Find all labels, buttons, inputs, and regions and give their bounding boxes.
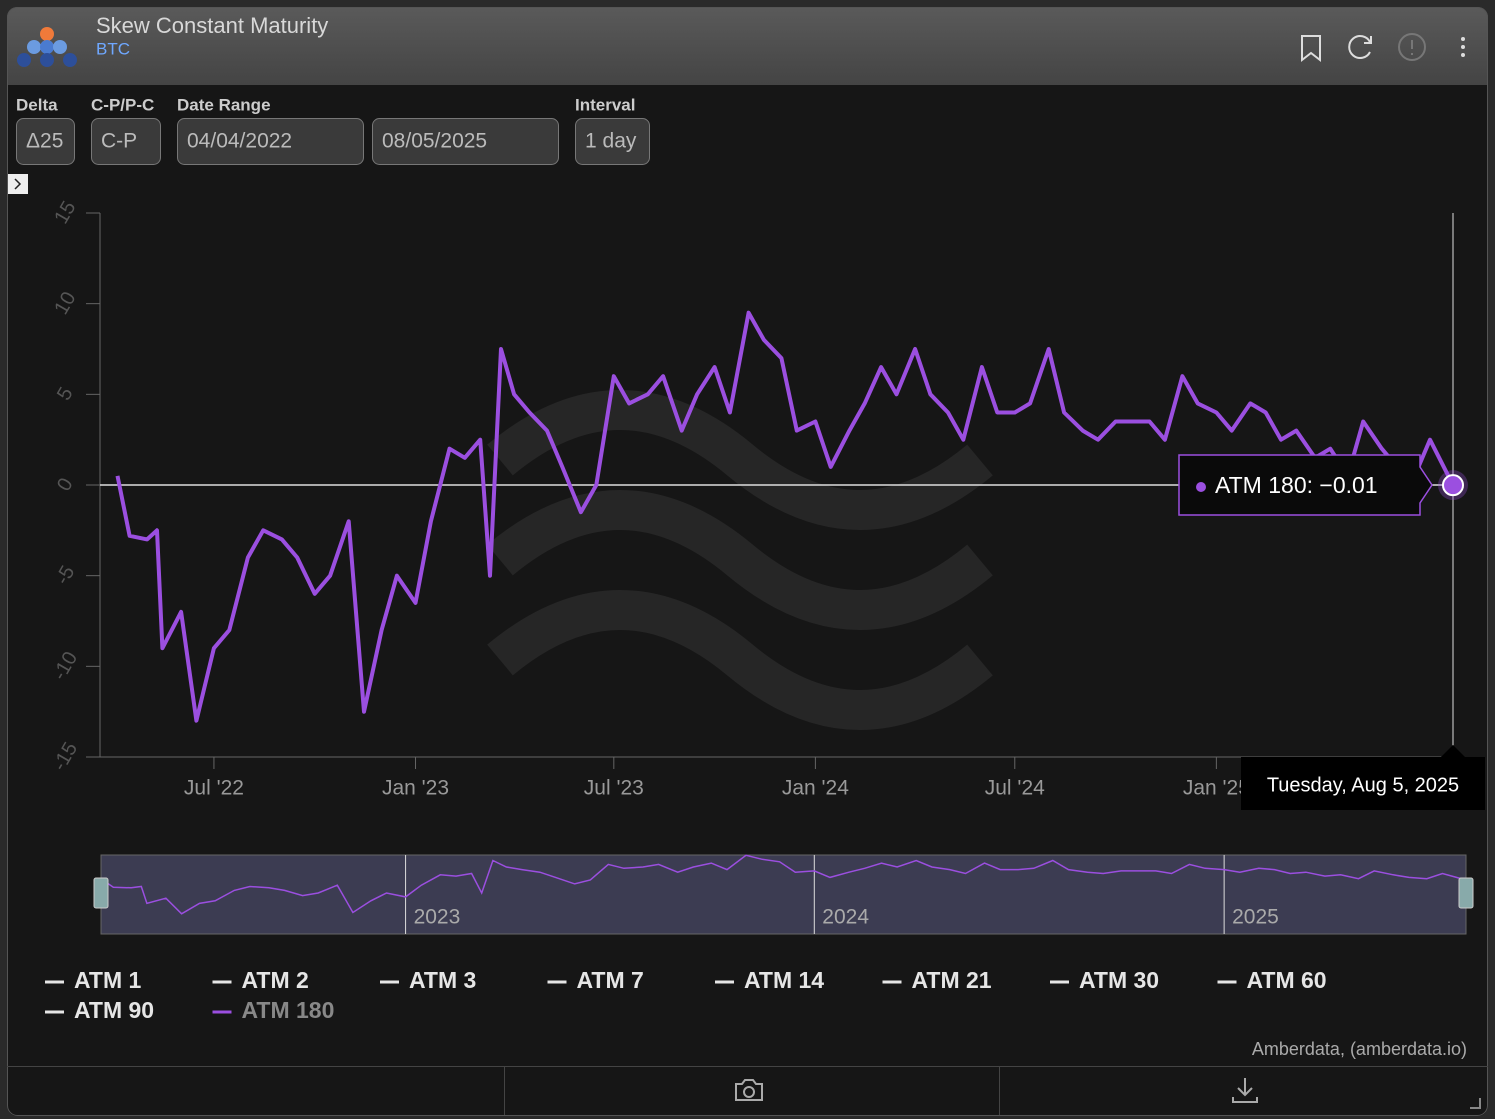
legend-item[interactable]: ATM 60 bbox=[1247, 967, 1327, 993]
navigator-tick-label: 2025 bbox=[1232, 906, 1279, 929]
x-tick-label: Jul '24 bbox=[985, 777, 1045, 800]
date-tooltip-box bbox=[1241, 745, 1485, 810]
credit: Amberdata, (amberdata.io) bbox=[1252, 1039, 1467, 1059]
tooltip-text: ATM 180: −0.01 bbox=[1215, 472, 1378, 498]
control-value: Δ25 bbox=[26, 130, 63, 153]
control-label: C-P/P-C bbox=[91, 95, 154, 114]
legend-item[interactable]: ATM 30 bbox=[1079, 967, 1159, 993]
subtitle: BTC bbox=[96, 39, 130, 58]
legend-item[interactable]: ATM 14 bbox=[744, 967, 824, 993]
refresh-button[interactable] bbox=[1348, 35, 1372, 59]
info-button[interactable] bbox=[1398, 33, 1426, 61]
logo bbox=[17, 27, 77, 67]
control-value: 08/05/2025 bbox=[382, 130, 487, 153]
control-value: C-P bbox=[101, 130, 137, 153]
x-tick-label: Jan '24 bbox=[782, 777, 849, 800]
legend-item[interactable]: ATM 1 bbox=[74, 967, 142, 993]
control-label: Interval bbox=[575, 95, 635, 114]
navigator-handle[interactable] bbox=[93, 877, 109, 909]
watermark-logo bbox=[487, 390, 993, 730]
hover-point bbox=[1442, 474, 1464, 497]
header-bar bbox=[7, 7, 1488, 85]
footer-divider bbox=[7, 1066, 1488, 1067]
navigator-tick-label: 2023 bbox=[414, 906, 461, 929]
date-tooltip-text: Tuesday, Aug 5, 2025 bbox=[1267, 774, 1459, 796]
legend-item[interactable]: ATM 7 bbox=[577, 967, 644, 993]
x-tick-label: Jul '23 bbox=[584, 777, 644, 800]
series-line bbox=[115, 310, 1455, 723]
legend-item[interactable]: ATM 90 bbox=[74, 997, 154, 1023]
navigator-line bbox=[100, 854, 1467, 915]
navigator bbox=[100, 854, 1467, 935]
footer-separator bbox=[999, 1067, 1000, 1115]
title: Skew Constant Maturity bbox=[96, 13, 328, 38]
control-value: 04/04/2022 bbox=[187, 130, 292, 153]
navigator-handle[interactable] bbox=[1458, 877, 1474, 909]
navigator-tick-label: 2024 bbox=[822, 906, 869, 929]
control-input[interactable] bbox=[575, 118, 650, 165]
legend-item[interactable]: ATM 2 bbox=[242, 967, 309, 993]
footer-separator bbox=[504, 1067, 505, 1115]
sidebar-toggle[interactable] bbox=[8, 174, 28, 194]
control-input[interactable] bbox=[16, 118, 75, 165]
legend-item[interactable]: ATM 180 bbox=[242, 997, 335, 1023]
card-border bbox=[7, 7, 1488, 1116]
control-input[interactable] bbox=[372, 118, 559, 165]
control-label: Date Range bbox=[177, 95, 271, 114]
bookmark-button[interactable] bbox=[1301, 35, 1321, 63]
tooltip-marker bbox=[1196, 482, 1206, 492]
control-input[interactable] bbox=[177, 118, 364, 165]
download-button[interactable] bbox=[1232, 1078, 1258, 1103]
control-label: Delta bbox=[16, 95, 58, 114]
x-tick-label: Jan '25 bbox=[1183, 777, 1250, 800]
menu-button[interactable] bbox=[1461, 37, 1465, 57]
control-value: 1 day bbox=[585, 130, 637, 153]
control-input[interactable] bbox=[91, 118, 161, 165]
x-tick-label: Jul '22 bbox=[184, 777, 244, 800]
resize-handle[interactable] bbox=[1470, 1098, 1481, 1109]
legend-item[interactable]: ATM 21 bbox=[912, 967, 992, 993]
tooltip-box bbox=[1178, 454, 1433, 516]
legend-item[interactable]: ATM 3 bbox=[409, 967, 476, 993]
screenshot-button[interactable] bbox=[735, 1079, 763, 1101]
x-tick-label: Jan '23 bbox=[382, 777, 449, 800]
